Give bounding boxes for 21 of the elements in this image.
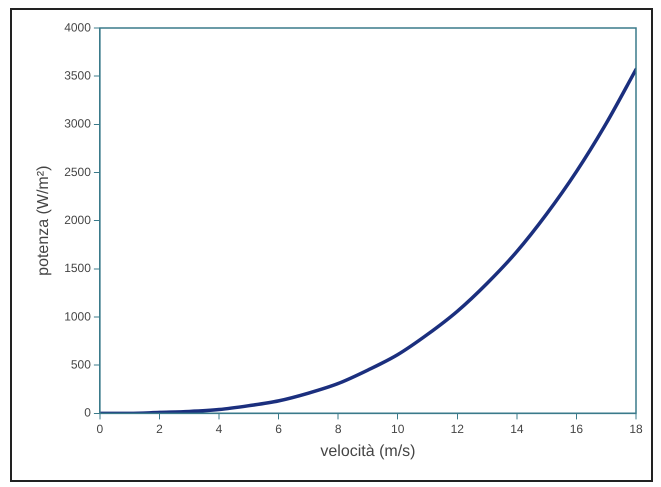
x-tick-label: 18	[629, 422, 643, 436]
y-tick-label: 3000	[64, 116, 92, 131]
y-tick-label: 0	[84, 406, 92, 420]
y-tick-label: 4000	[64, 20, 92, 34]
y-tick-label: 2000	[64, 213, 92, 228]
x-tick-label: 12	[450, 422, 464, 436]
y-axis-title: potenza (W/m²)	[35, 166, 52, 276]
y-tick-label: 1500	[64, 261, 92, 276]
x-tick-label: 8	[334, 422, 342, 436]
y-tick-label: 1000	[64, 309, 92, 324]
y-tick-label: 2500	[64, 164, 92, 179]
y-tick-label: 3500	[64, 68, 92, 82]
x-tick-label: 6	[275, 422, 282, 436]
x-tick-label: 4	[216, 422, 223, 436]
x-tick-label: 10	[391, 422, 405, 436]
x-tick-label: 16	[570, 422, 584, 436]
x-tick-label: 2	[156, 422, 164, 436]
x-tick-label: 14	[510, 422, 524, 436]
y-tick-label: 500	[70, 358, 92, 372]
x-tick-label: 0	[96, 422, 104, 436]
x-axis-title: velocità (m/s)	[320, 442, 416, 460]
